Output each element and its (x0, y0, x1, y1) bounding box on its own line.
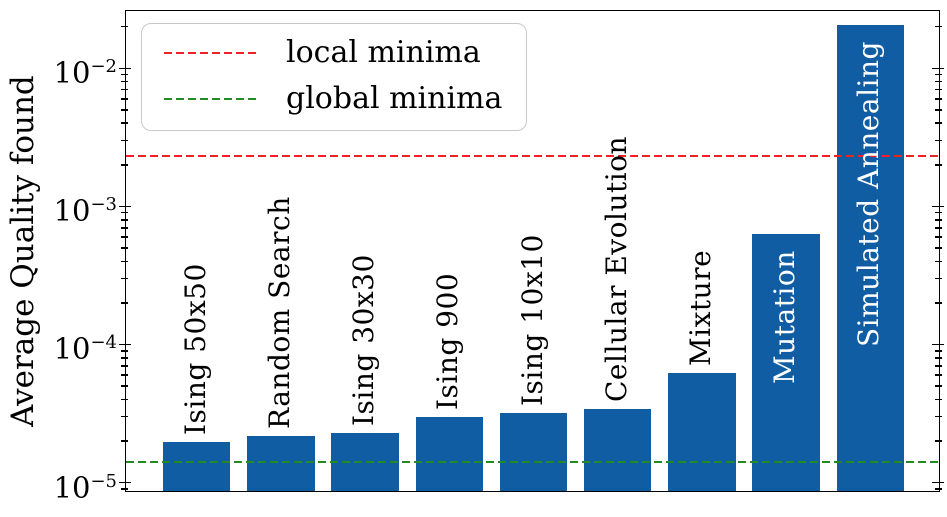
y-tick-left (118, 67, 131, 70)
y-tick-label: 10−4 (53, 332, 117, 367)
global-minima-line (126, 461, 939, 464)
y-tick-right (934, 302, 942, 304)
y-tick-left (118, 205, 131, 208)
bar-label-ising-10x10: Ising 10x10 (515, 233, 549, 406)
y-tick-right (934, 365, 942, 367)
y-tick-left (121, 211, 128, 214)
y-tick-left (121, 98, 128, 100)
y-tick-left (121, 277, 128, 280)
bar-ising-10x10 (499, 412, 568, 491)
legend: local minima global minima (141, 23, 528, 131)
bar-label-mixture: Mixture (683, 249, 717, 367)
y-tick-left (121, 385, 128, 387)
bar-label-mutation: Mutation (768, 250, 802, 385)
local-minima-line (126, 155, 939, 158)
bar-label-random-search: Random Search (262, 196, 296, 430)
y-tick-right (934, 88, 942, 91)
bar-label-ising-30x30: Ising 30x30 (347, 254, 381, 427)
bar-mixture (668, 373, 736, 491)
bar-label-ising-50x50: Ising 50x50 (178, 263, 212, 436)
y-tick-right (934, 236, 942, 238)
y-tick-right (934, 25, 942, 28)
y-tick-right (934, 211, 942, 214)
legend-label-local-minima: local minima (286, 35, 481, 70)
y-tick-left (121, 73, 128, 76)
y-tick-right (934, 385, 942, 387)
bar-cellular-evolution (584, 408, 652, 491)
bar-simulated-annealing (836, 24, 904, 491)
y-tick-left (121, 122, 128, 124)
bar-random-search (247, 436, 315, 491)
y-tick-right (934, 98, 942, 100)
y-tick-left (121, 247, 128, 249)
legend-entry-global-minima: global minima (164, 82, 502, 116)
y-tick-right (932, 67, 944, 70)
y-tick-left (121, 80, 128, 83)
y-tick-right (934, 350, 942, 352)
y-tick-left (121, 227, 128, 229)
y-tick-left (121, 109, 128, 111)
y-tick-left (121, 25, 128, 28)
y-tick-left (121, 164, 128, 166)
bar-label-simulated-annealing: Simulated Annealing (852, 40, 886, 347)
y-tick-left (121, 139, 128, 142)
legend-entry-local-minima: local minima (164, 36, 502, 70)
y-tick-right (934, 122, 942, 124)
y-tick-left (121, 398, 128, 401)
y-tick-left (121, 260, 128, 263)
global-minima-dashed-line-sample (164, 98, 260, 100)
y-tick-right (934, 247, 942, 249)
y-tick-left (121, 219, 128, 221)
bar-ising-50x50 (163, 442, 231, 491)
y-tick-right (934, 357, 942, 359)
y-tick-right (934, 80, 942, 83)
y-tick-right (934, 398, 942, 401)
y-tick-right (934, 109, 942, 111)
y-tick-right (934, 73, 942, 76)
y-tick-left (121, 350, 128, 352)
y-tick-right (934, 415, 942, 418)
y-tick-right (934, 488, 942, 490)
y-tick-left (121, 302, 128, 304)
y-tick-right (932, 481, 944, 484)
y-tick-right (934, 440, 942, 442)
y-axis-label: Average Quality found (5, 75, 41, 427)
bar-ising-900 (415, 416, 483, 491)
local-minima-dashed-line-sample (164, 52, 260, 54)
y-tick-left (118, 481, 131, 484)
y-tick-right (934, 260, 942, 263)
y-tick-right (934, 219, 942, 221)
y-tick-right (932, 205, 944, 208)
y-tick-label: 10−5 (53, 470, 117, 505)
y-tick-left (121, 236, 128, 238)
bar-label-ising-900: Ising 900 (431, 272, 465, 410)
y-tick-left (121, 374, 128, 376)
bar-mutation (752, 234, 820, 491)
y-tick-label: 10−3 (53, 194, 117, 229)
y-tick-right (934, 139, 942, 142)
legend-label-global-minima: global minima (286, 81, 503, 116)
y-tick-left (121, 357, 128, 359)
y-tick-right (932, 343, 944, 346)
y-tick-left (121, 88, 128, 91)
y-tick-left (118, 343, 131, 346)
y-tick-left (121, 415, 128, 418)
y-tick-left (121, 365, 128, 367)
y-tick-left (121, 440, 128, 442)
y-tick-left (121, 488, 128, 490)
y-tick-right (934, 164, 942, 166)
y-tick-right (934, 227, 942, 229)
y-tick-right (934, 277, 942, 280)
bar-label-cellular-evolution: Cellular Evolution (599, 135, 633, 402)
y-tick-label: 10−2 (53, 55, 117, 90)
y-tick-right (934, 374, 942, 376)
plot-area: local minima global minima Ising 50x50 Ra… (118, 10, 944, 492)
